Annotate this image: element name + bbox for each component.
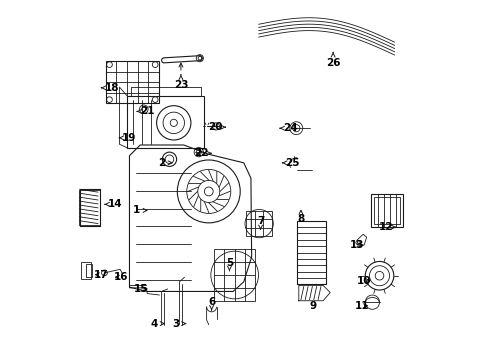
Text: 9: 9	[309, 301, 316, 311]
Bar	[214, 249, 255, 301]
Text: 3: 3	[172, 319, 185, 329]
Text: 15: 15	[133, 284, 148, 294]
Bar	[85, 264, 92, 277]
Text: 18: 18	[102, 83, 119, 93]
Text: 8: 8	[297, 210, 304, 224]
Text: 13: 13	[349, 240, 364, 250]
Text: 20: 20	[207, 122, 225, 132]
Text: 22: 22	[193, 148, 211, 158]
Text: 2: 2	[158, 158, 172, 168]
Text: 23: 23	[173, 75, 188, 90]
Text: 11: 11	[354, 301, 368, 311]
Text: 19: 19	[119, 133, 136, 143]
Text: 5: 5	[225, 258, 233, 271]
Bar	[81, 262, 91, 279]
Text: 26: 26	[325, 52, 340, 68]
Text: 10: 10	[356, 276, 371, 286]
Text: 4: 4	[150, 319, 164, 329]
Text: 1: 1	[133, 205, 147, 215]
Bar	[373, 197, 399, 224]
Bar	[246, 211, 271, 237]
Bar	[80, 190, 100, 225]
Text: 7: 7	[256, 216, 264, 229]
Text: 25: 25	[282, 158, 299, 168]
Text: 17: 17	[93, 270, 108, 280]
Bar	[296, 221, 325, 284]
Text: 14: 14	[105, 199, 122, 209]
Bar	[106, 61, 159, 103]
Text: 16: 16	[114, 272, 128, 282]
Text: 12: 12	[378, 222, 395, 232]
Bar	[370, 194, 402, 227]
Text: 24: 24	[280, 123, 297, 133]
Text: 21: 21	[137, 107, 154, 116]
Bar	[127, 96, 203, 148]
Text: 6: 6	[207, 297, 215, 310]
